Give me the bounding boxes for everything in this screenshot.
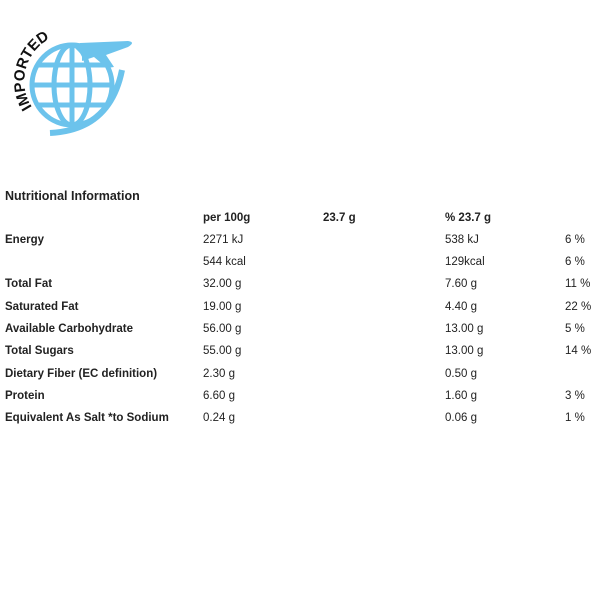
table-cell: 22 % [565,301,592,313]
table-cell: Dietary Fiber (EC definition) [5,368,158,380]
imported-logo: IMPORTED [11,28,132,136]
table-cell: Total Fat [5,278,53,290]
table-cell: Available Carbohydrate [5,323,134,335]
table-cell: 0.50 g [445,368,477,380]
table-cell: % 23.7 g [445,212,492,224]
table-cell: 1.60 g [445,390,477,402]
table-cell: 0.06 g [445,412,477,424]
table-cell: Protein [5,390,45,402]
title: Nutritional Information [5,189,140,203]
logo-text-path: IMPORTED [11,28,52,114]
table-cell: 13.00 g [445,345,484,357]
table-cell: 13.00 g [445,323,484,335]
table-cell: Saturated Fat [5,301,79,313]
table-cell: 55.00 g [203,345,242,357]
plane [76,41,132,68]
table-cell: Total Sugars [5,345,74,357]
table-cell: 538 kJ [445,234,479,246]
table-cell: 1 % [565,412,585,424]
table-cell: Energy [5,234,44,246]
logo-text: IMPORTED [11,28,52,114]
table-cell: 4.40 g [445,301,477,313]
globe [29,42,125,136]
table-cell: 544 kcal [203,256,246,268]
table-cell: 19.00 g [203,301,242,313]
table-cell: 7.60 g [445,278,477,290]
table-cell: 0.24 g [203,412,235,424]
table-cell: 6 % [565,234,585,246]
table-cell: 2.30 g [203,368,235,380]
table-cell: 129kcal [445,256,485,268]
table-cell: 14 % [565,345,592,357]
table-cell: 5 % [565,323,585,335]
table-cell: 2271 kJ [203,234,244,246]
table-cell: 32.00 g [203,278,242,290]
table-cell: 3 % [565,390,585,402]
table-cell: per 100g [203,212,251,224]
table-cell: 23.7 g [323,212,356,224]
table-cell: 11 % [565,278,591,290]
table-cell: 6 % [565,256,585,268]
table-cell: 6.60 g [203,390,235,402]
table-cell: 56.00 g [203,323,242,335]
table-cell: Equivalent As Salt *to Sodium [5,412,169,424]
